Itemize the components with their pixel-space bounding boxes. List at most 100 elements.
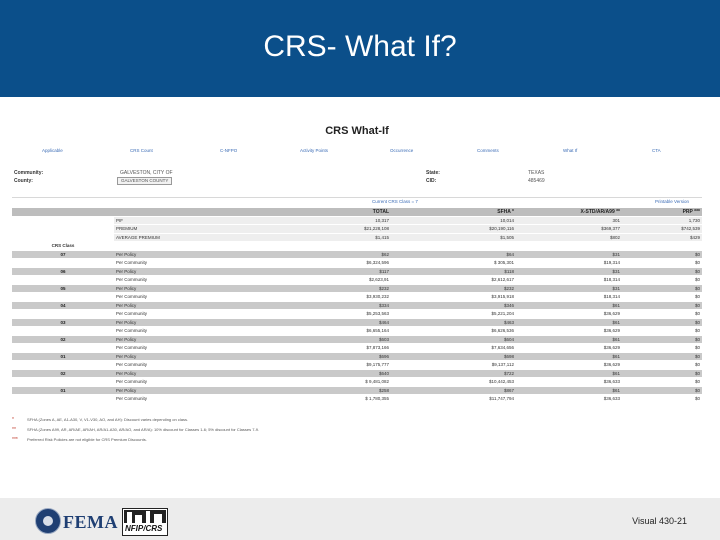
table-cell: $0 [622, 284, 702, 293]
table-cell: $464 [289, 318, 391, 327]
table-cell: $61 [516, 318, 622, 327]
table-cell: $334 [289, 301, 391, 310]
row-label: Per Community [114, 275, 289, 285]
slide-title: CRS- What If? [263, 30, 457, 63]
table-cell: $6,655,164 [289, 326, 391, 336]
nav-link-occurrence[interactable]: Occurrence [390, 148, 414, 153]
footnote: * SFHA (Zones A, AE, A1-A30, V, V1-V30, A… [12, 417, 702, 427]
class-number: 01 [12, 352, 114, 361]
table-cell: $6,626,536 [391, 326, 516, 336]
table-cell: $31 [516, 284, 622, 293]
table-cell: $463 [391, 318, 516, 327]
class-number: 06 [12, 267, 114, 276]
dhs-seal-icon [35, 508, 61, 534]
class-number: 04 [12, 301, 114, 310]
table-cell: $ 305,301 [391, 258, 516, 268]
table-cell: $742,539 [622, 224, 702, 234]
community-info: Community: GALVESTON, CITY OF County: GA… [12, 166, 702, 188]
footnote-marker: * [12, 417, 14, 423]
table-cell: $31 [516, 250, 622, 259]
table-row: Per Community $9,175,777 $9,137,112 $36,629… [12, 360, 702, 370]
footnote: ** SFHA (Zones A99, AR, AR/AE, AR/AH, AR/… [12, 427, 702, 437]
class-number [12, 343, 114, 353]
table-cell: $640 [289, 369, 391, 378]
table-cell: $10,442,453 [391, 377, 516, 387]
table-row: AVERAGE PREMIUM $1,415 $1,505 $802 $429 [12, 233, 702, 242]
header-prp: PRP *** [622, 208, 702, 217]
crs-what-if-screenshot: CRS What-If Applicable CRS Count C-NFPO … [12, 125, 702, 455]
table-row: Per Community $7,873,166 $7,634,656 $36,629… [12, 343, 702, 353]
printable-version-link[interactable]: Printable Version [655, 199, 690, 204]
current-class-link[interactable]: Current CRS Class = 7 [372, 199, 418, 204]
row-label: Per Policy [114, 369, 289, 378]
row-label: Per Policy [114, 267, 289, 276]
table-cell: $0 [622, 250, 702, 259]
nav-link-applicable[interactable]: Applicable [42, 148, 63, 153]
nav-link-c-nfpo[interactable]: C-NFPO [220, 148, 238, 153]
table-row: 04 Per Policy $334 $346 $61 $0 [12, 301, 702, 310]
county-select[interactable]: GALVESTON COUNTY [117, 177, 173, 185]
table-cell: $0 [622, 275, 702, 285]
table-row: Per Community $6,655,164 $6,626,536 $36,629… [12, 326, 702, 336]
class-number [12, 394, 114, 404]
nav-link-cta[interactable]: CTA [652, 148, 661, 153]
footnote-text: Preferred Risk Policies are not eligible… [27, 437, 147, 442]
row-label: PREMIUM [114, 224, 289, 234]
table-cell: $61 [516, 352, 622, 361]
footer-bar [0, 498, 720, 540]
table-cell: $36,629 [516, 360, 622, 370]
class-rows: 07 Per Policy $62 $64 $31 $0 Per Community $6,3… [12, 250, 702, 404]
table-cell: $36,633 [516, 377, 622, 387]
nfip-crs-logo: NFIP/CRS [122, 508, 168, 536]
nav-link-comments[interactable]: Comments [477, 148, 499, 153]
class-number [12, 275, 114, 285]
row-label: Per Community [114, 377, 289, 387]
table-cell: $802 [516, 233, 622, 242]
table-cell: $0 [622, 301, 702, 310]
row-label: Per Community [114, 394, 289, 404]
table-cell: $9,175,777 [289, 360, 391, 370]
class-number [12, 360, 114, 370]
nav-link-what-if[interactable]: What If [563, 148, 578, 153]
table-cell: $698 [391, 352, 516, 361]
table-cell [622, 241, 702, 251]
table-row: 03 Per Policy $464 $463 $61 $0 [12, 318, 702, 327]
table-cell: $429 [622, 233, 702, 242]
table-cell [391, 241, 516, 251]
row-label: Per Community [114, 292, 289, 302]
table-row: PIF 10,317 10,014 301 1,730 [12, 216, 702, 225]
nav-link-crs-count[interactable]: CRS Count [130, 148, 153, 153]
table-cell: $232 [289, 284, 391, 293]
header-cell [114, 208, 289, 217]
table-cell: $6,324,596 [289, 258, 391, 268]
table-cell: $5,221,204 [391, 309, 516, 319]
table-cell: $7,634,656 [391, 343, 516, 353]
table-cell: $18,314 [516, 292, 622, 302]
table-cell: $232 [391, 284, 516, 293]
table-cell: $604 [391, 335, 516, 344]
table-cell [516, 241, 622, 251]
row-label: Per Community [114, 343, 289, 353]
title-banner: CRS- What If? [0, 0, 720, 97]
row-label: Per Policy [114, 318, 289, 327]
table-cell: $62 [289, 250, 391, 259]
table-cell: $36,629 [516, 343, 622, 353]
visual-number: Visual 430-21 [632, 516, 687, 526]
table-cell: $36,633 [516, 394, 622, 404]
summary-rows: PIF 10,317 10,014 301 1,730 PREMIUM $21,… [12, 216, 702, 251]
table-row: Per Community $5,253,563 $5,221,204 $36,629… [12, 309, 702, 319]
state-label: State: [426, 170, 440, 176]
table-cell: $696 [289, 352, 391, 361]
table-cell [289, 241, 391, 251]
table-row: Per Community $6,324,596 $ 305,301 $19,314 $… [12, 258, 702, 268]
nfip-crs-logo-text: NFIP/CRS [125, 524, 163, 533]
table-cell: $0 [622, 369, 702, 378]
table-cell: $61 [516, 386, 622, 395]
table-cell [12, 224, 114, 234]
table-row: 01 Per Policy $696 $698 $61 $0 [12, 352, 702, 361]
table-cell: $3,930,232 [289, 292, 391, 302]
row-label: Per Community [114, 258, 289, 268]
table-cell: $61 [516, 369, 622, 378]
nav-link-activity-points[interactable]: Activity Points [300, 148, 329, 153]
county-label: County: [14, 178, 33, 184]
